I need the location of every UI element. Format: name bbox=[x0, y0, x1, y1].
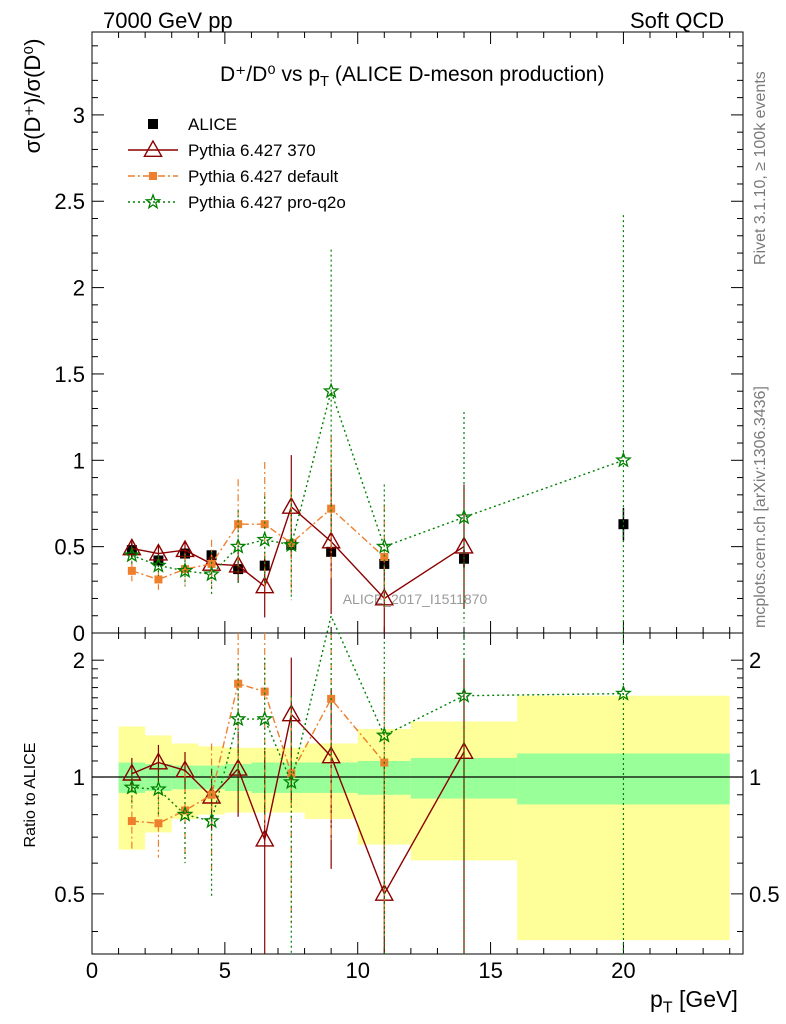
series-marker bbox=[154, 575, 163, 584]
ratio-marker bbox=[375, 726, 393, 743]
series-marker bbox=[234, 520, 243, 529]
series-line bbox=[131, 507, 385, 581]
y-tick-label: 2 bbox=[73, 276, 85, 301]
legend-data-marker bbox=[148, 119, 158, 129]
x-tick-label: 10 bbox=[345, 958, 369, 983]
series-marker bbox=[176, 561, 194, 578]
series-marker bbox=[122, 537, 142, 556]
ratio-marker bbox=[455, 686, 473, 703]
x-tick-label: 15 bbox=[478, 958, 502, 983]
ratio-marker bbox=[282, 773, 300, 790]
ratio-marker bbox=[123, 778, 141, 795]
ratio-marker bbox=[256, 710, 274, 727]
series-marker bbox=[327, 504, 336, 513]
series-marker bbox=[255, 575, 275, 594]
series-marker bbox=[181, 565, 189, 574]
series-marker bbox=[455, 508, 473, 525]
main-plot-marks bbox=[122, 215, 632, 633]
ratio-series-line bbox=[131, 613, 624, 822]
series-marker bbox=[127, 566, 136, 575]
ratio-marker bbox=[203, 812, 220, 829]
ratio-marker bbox=[154, 819, 163, 828]
y-tick-label: 0.5 bbox=[54, 535, 85, 560]
ratio-marker bbox=[127, 817, 136, 826]
y-tick-label: 1.5 bbox=[54, 362, 85, 387]
ratio-tick-label-left: 2 bbox=[73, 648, 85, 673]
plot-frames bbox=[91, 31, 744, 955]
legend-label: Pythia 6.427 default bbox=[188, 167, 339, 186]
legend: ALICE Pythia 6.427 370 Pythia 6.427 defaul… bbox=[128, 115, 346, 212]
series-marker bbox=[322, 382, 340, 399]
legend-label: Pythia 6.427 370 bbox=[188, 141, 316, 160]
ratio-marker bbox=[150, 780, 167, 797]
header-right-label: Soft QCD bbox=[630, 8, 725, 33]
series-marker bbox=[207, 559, 216, 568]
legend-marker bbox=[144, 193, 162, 210]
x-axis-label: pT [GeV] bbox=[650, 986, 738, 1018]
ratio-plot-marks bbox=[122, 613, 632, 954]
chart-title-text: D⁺/D⁰ vs pT (ALICE D-meson production) bbox=[220, 63, 605, 91]
data-point bbox=[618, 519, 629, 530]
series-marker bbox=[123, 546, 141, 563]
legend-marker bbox=[143, 139, 163, 158]
legend-label: Pythia 6.427 pro-q2o bbox=[188, 193, 346, 212]
ratio-tick-label-left: 0.5 bbox=[54, 882, 85, 907]
ratio-series-line bbox=[131, 712, 465, 896]
ratio-marker bbox=[260, 687, 269, 696]
legend-marker bbox=[149, 172, 157, 180]
series-marker bbox=[150, 556, 167, 573]
header-left-label: 7000 GeV pp bbox=[103, 8, 233, 33]
x-tick-label: 0 bbox=[86, 958, 98, 983]
x-tick-label: 5 bbox=[219, 958, 231, 983]
ratio-tick-label-right: 1 bbox=[749, 765, 761, 790]
series-marker bbox=[615, 451, 632, 468]
y-tick-label: 0 bbox=[73, 621, 85, 646]
y-tick-label: 2.5 bbox=[54, 189, 85, 214]
ratio-marker bbox=[281, 703, 301, 722]
series-marker bbox=[282, 536, 300, 553]
y-tick-label: 3 bbox=[73, 103, 85, 128]
ratio-marker bbox=[176, 805, 194, 822]
series-marker bbox=[203, 565, 220, 582]
ratio-marker bbox=[321, 745, 341, 764]
ratio-uncertainty-bands bbox=[118, 695, 730, 941]
ratio-tick-label-left: 1 bbox=[73, 765, 85, 790]
ratio-tick-label-right: 0.5 bbox=[749, 882, 780, 907]
y-tick-label: 1 bbox=[73, 448, 85, 473]
series-line bbox=[131, 388, 624, 576]
ratio-frame bbox=[91, 632, 744, 955]
watermark: ALICE_2017_I1511870 bbox=[343, 591, 488, 607]
series-marker bbox=[260, 520, 269, 529]
axis-ticks: 0 5 10 15 20 0 0.5 1 1.5 2 2.5 3 0.5 0.5 1 1 2 2 bbox=[54, 32, 780, 983]
source-label: mcplots.cern.ch [arXiv:1306.3436] bbox=[752, 386, 769, 628]
series-marker bbox=[229, 537, 247, 554]
x-axis-label-text: pT [GeV] bbox=[650, 986, 738, 1017]
x-tick-label: 20 bbox=[611, 958, 635, 983]
ratio-marker bbox=[229, 710, 247, 727]
ratio-marker bbox=[255, 829, 275, 847]
series-marker bbox=[256, 530, 274, 547]
watermark-label: ALICE_2017_I1511870 bbox=[343, 591, 488, 607]
series-marker bbox=[380, 553, 389, 562]
series-line bbox=[131, 505, 465, 600]
side-labels: Rivet 3.1.10, ≥ 100k events mcplots.cern.… bbox=[752, 71, 769, 628]
series-marker bbox=[375, 537, 393, 554]
legend-label: ALICE bbox=[188, 115, 237, 134]
rivet-version-label: Rivet 3.1.10, ≥ 100k events bbox=[752, 71, 769, 265]
ratio-tick-label-right: 2 bbox=[749, 648, 761, 673]
ratio-marker bbox=[615, 684, 632, 701]
chart-title: D⁺/D⁰ vs pT (ALICE D-meson production) bbox=[220, 62, 604, 90]
ratio-marker bbox=[181, 806, 189, 815]
ratio-marker bbox=[201, 786, 222, 804]
